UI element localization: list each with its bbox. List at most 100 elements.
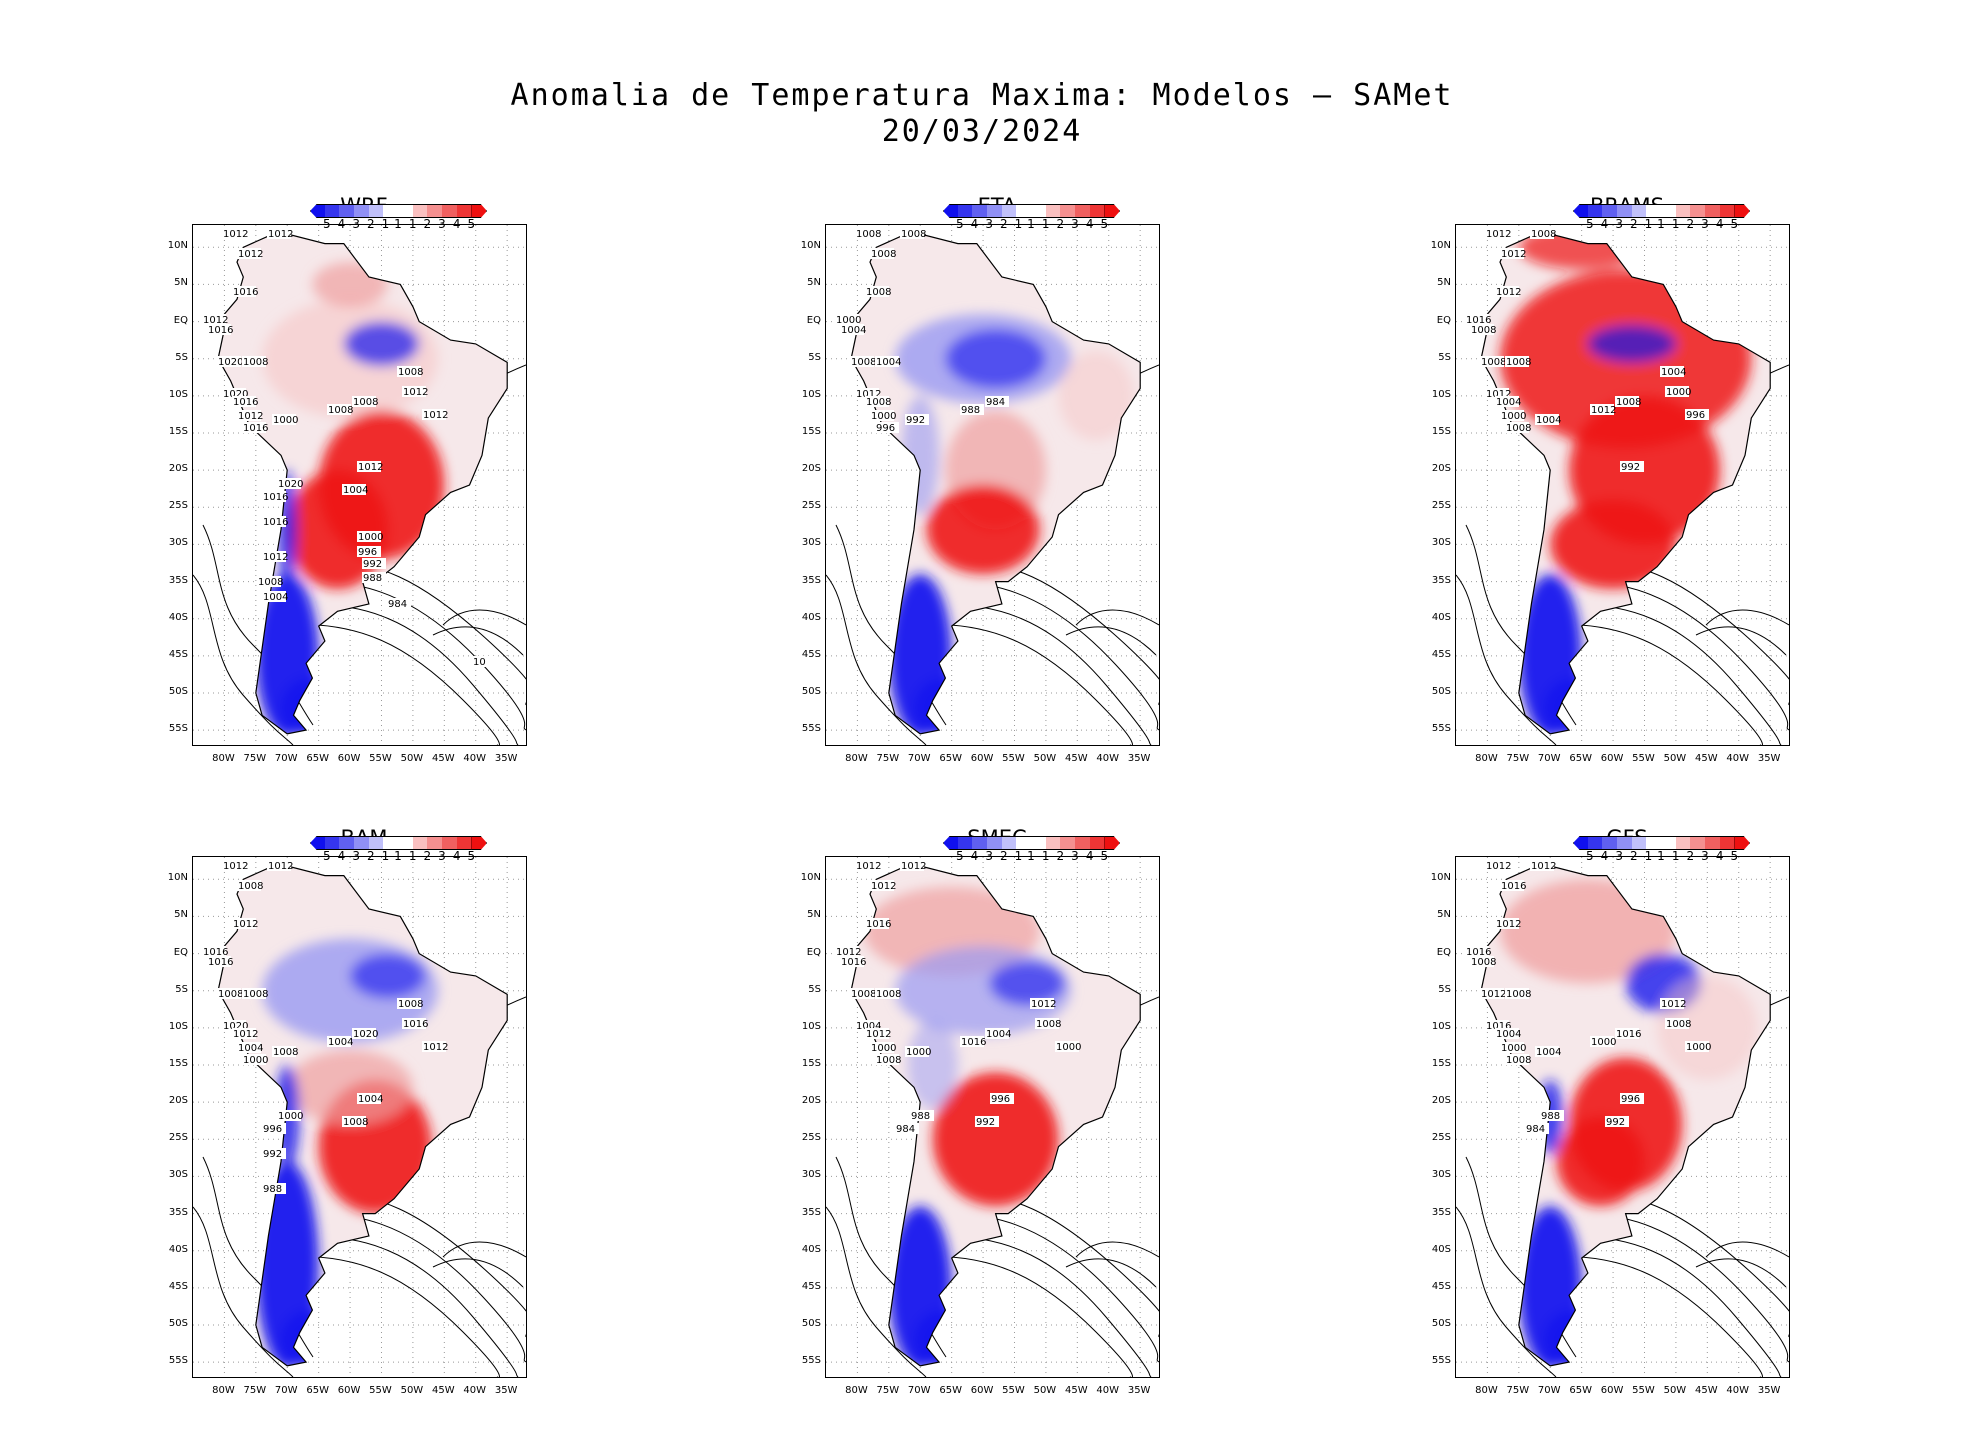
coastline (1480, 863, 1771, 1367)
lat-tick-label: 45S (801, 1280, 821, 1292)
lat-tick-label: 35S (168, 1206, 188, 1218)
lon-tick-label: 50W (1663, 753, 1687, 764)
svg-text:1008: 1008 (1506, 989, 1531, 1000)
isobar-label: 1008 (900, 228, 926, 240)
colorbar-swatch (1587, 836, 1604, 850)
isobar-label: 1012 (262, 551, 288, 563)
lat-tick-label: 5S (175, 983, 188, 995)
isobar-label: 1016 (262, 516, 288, 528)
lon-tick-label: 75W (243, 1385, 267, 1396)
isobar-label: 1000 (357, 531, 383, 543)
svg-text:1008: 1008 (238, 881, 263, 892)
svg-text:1004: 1004 (1536, 1047, 1561, 1058)
svg-text:1012: 1012 (1486, 861, 1511, 872)
panel-brams: BRAMS10N5NEQ5S10S15S20S25S30S35S40S45S50… (1417, 194, 1837, 776)
lat-tick-label: 30S (168, 1169, 188, 1181)
isobar-label: 1012 (865, 1028, 891, 1040)
isobar-label: 992 (905, 414, 929, 426)
lat-tick-label: 50S (801, 1318, 821, 1329)
isobar-label: 1008 (397, 366, 423, 378)
svg-text:1016: 1016 (841, 957, 866, 968)
lon-tick-label: 75W (1506, 1385, 1530, 1396)
lon-tick-label: 35W (494, 753, 518, 764)
svg-text:1000: 1000 (1666, 387, 1691, 398)
colorbar-swatch (1661, 836, 1677, 850)
lon-tick-label: 40W (463, 1385, 487, 1396)
svg-text:1004: 1004 (358, 1094, 383, 1105)
panel-wrf: WRF10N5NEQ5S10S15S20S25S30S35S40S45S50S5… (154, 194, 574, 776)
lon-tick-label: 50W (1033, 1385, 1057, 1396)
colorbar-swatch (1045, 836, 1062, 850)
isobar-label: 1000 (835, 314, 861, 326)
svg-text:1008: 1008 (1471, 325, 1496, 336)
lat-tick-label: 50S (1431, 686, 1451, 697)
svg-text:1004: 1004 (856, 1021, 881, 1032)
lat-tick-label: 10N (1430, 872, 1451, 884)
anomaly-field (1481, 232, 1771, 734)
colorbar-swatch (354, 204, 370, 218)
lat-tick-label: 5N (1437, 277, 1451, 289)
isobar-label: 1004 (875, 356, 901, 368)
anomaly-patch (312, 262, 388, 307)
svg-text:1004: 1004 (986, 1029, 1011, 1040)
isobar-label: 1004 (327, 1036, 353, 1048)
svg-text:1008: 1008 (1616, 397, 1641, 408)
svg-text:1008: 1008 (398, 367, 423, 378)
isobar-label: 1012 (1485, 228, 1511, 240)
lon-tick-label: 50W (400, 753, 424, 764)
lat-tick-label: 5N (174, 277, 188, 289)
colorbar-label: -5 (318, 849, 331, 863)
lon-tick-label: 80W (845, 1385, 868, 1396)
lon-tick-label: 55W (1002, 1385, 1025, 1396)
colorbar-swatch (324, 836, 341, 850)
lat-tick-label: 10S (168, 1020, 188, 1032)
isobar-label: 1008 (1505, 1054, 1531, 1066)
svg-text:1008: 1008 (218, 989, 243, 1000)
colorbar: -5 -4 -3 -2 -1 1 1 2 3 4 5 (310, 836, 487, 863)
isobar-label: 1012 (1030, 998, 1056, 1010)
svg-text:1012: 1012 (233, 1029, 258, 1040)
svg-text:1008: 1008 (876, 1055, 901, 1066)
colorbar-swatch (368, 204, 385, 218)
lat-tick-label: 30S (801, 537, 821, 549)
isobar-line (442, 609, 526, 626)
isobar-label: 996 (875, 422, 899, 434)
isobar-label: 1004 (855, 1020, 881, 1032)
isobar-label: 1008 (342, 1116, 368, 1128)
anomaly-patch (1587, 325, 1676, 363)
svg-text:1008: 1008 (866, 287, 891, 298)
lat-tick-label: 5N (807, 909, 821, 921)
isobar-label: 1008 (870, 248, 896, 260)
colorbar-swatch (1602, 204, 1618, 218)
isobar-line (193, 574, 294, 745)
isobar-line (1545, 623, 1763, 745)
colorbar-swatch (412, 836, 429, 850)
lon-tick-label: 60W (1600, 1385, 1624, 1396)
isobar-label: 1012 (1500, 248, 1526, 260)
lon-tick-label: 60W (970, 753, 994, 764)
lat-tick-label: 35S (1431, 1206, 1451, 1218)
svg-text:1008: 1008 (328, 405, 353, 416)
isobar-line (1065, 626, 1157, 656)
lat-tick-label: 25S (1431, 500, 1451, 512)
colorbar-label: 1 (1671, 849, 1680, 863)
svg-text:1016: 1016 (403, 1019, 428, 1030)
svg-text:1016: 1016 (233, 397, 258, 408)
lat-tick-label: EQ (173, 314, 188, 326)
colorbar-swatch (972, 836, 988, 850)
svg-text:1012: 1012 (1501, 249, 1526, 260)
svg-text:1012: 1012 (358, 462, 383, 473)
colorbar-swatch (1060, 204, 1076, 218)
lat-tick-label: 5N (807, 277, 821, 289)
isobar-line (1065, 1258, 1157, 1288)
svg-text:1004: 1004 (876, 357, 901, 368)
svg-text:1016: 1016 (233, 287, 258, 298)
colorbar-label: 1 (1657, 849, 1665, 863)
isobar-label: 1012 (870, 880, 896, 892)
svg-text:1012: 1012 (1496, 919, 1521, 930)
isobar-label: 1004 (237, 1042, 263, 1054)
svg-text:1008: 1008 (1481, 357, 1506, 368)
anomaly-patch (280, 1310, 344, 1366)
